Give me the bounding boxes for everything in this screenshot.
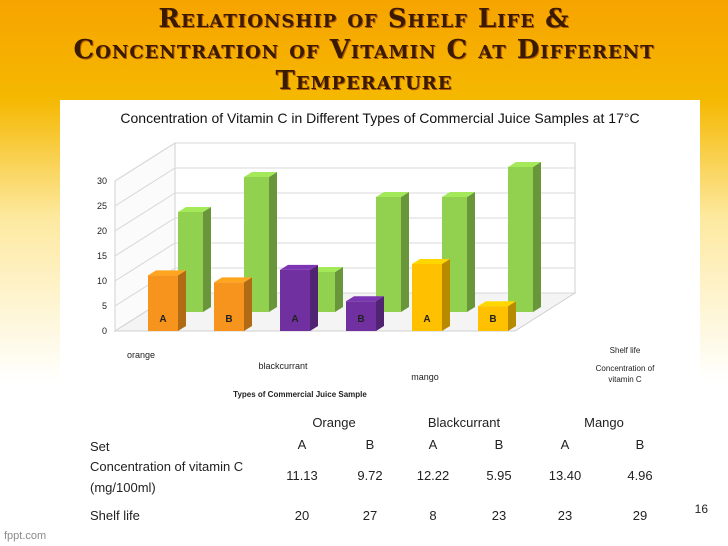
table-row: Shelf life 20 27 8 23 23 29 bbox=[84, 506, 684, 528]
table-cell: A bbox=[428, 437, 438, 452]
table-row-label: Concentration of vitamin C (mg/100ml) bbox=[90, 459, 244, 495]
table-cell: B bbox=[494, 437, 504, 452]
slide-title-line: Relationship of Shelf Life & bbox=[158, 4, 570, 34]
gridline bbox=[114, 142, 575, 182]
table-row: Set A B A B A B bbox=[84, 434, 684, 456]
shelf-life-bar-side bbox=[335, 267, 343, 312]
shelf-life-bar-side bbox=[269, 172, 277, 312]
bar-set-label: B bbox=[225, 314, 232, 325]
vitamin-c-bar-top bbox=[214, 277, 252, 283]
table-group-header: Orange bbox=[312, 415, 356, 430]
x-category-label: mango bbox=[411, 372, 439, 382]
table-cell: 5.95 bbox=[486, 468, 512, 483]
shelf-life-bar-top bbox=[178, 207, 211, 212]
table-cell: 9.72 bbox=[357, 468, 383, 483]
y-tick-label: 10 bbox=[97, 276, 107, 286]
legend-line: vitamin C bbox=[608, 375, 642, 384]
table-cell: B bbox=[365, 437, 375, 452]
table-cell: B bbox=[635, 437, 645, 452]
table-cell: A bbox=[560, 437, 570, 452]
table-cell: 20 bbox=[294, 508, 310, 523]
bar-set-label: B bbox=[489, 314, 496, 325]
x-category-label: orange bbox=[127, 350, 155, 360]
gridline bbox=[114, 217, 575, 257]
vitamin-c-bar-side bbox=[508, 301, 516, 331]
table-group-row: Orange Blackcurrant Mango bbox=[84, 412, 684, 434]
slide-title: Relationship of Shelf Life & Concentrati… bbox=[10, 4, 718, 97]
shelf-life-bar-top bbox=[508, 162, 541, 167]
gridline bbox=[114, 167, 575, 207]
gridline bbox=[114, 242, 575, 282]
vitamin-c-bar-side bbox=[244, 277, 252, 331]
legend-shelf-life: Shelf life bbox=[610, 346, 641, 355]
legend-line: Concentration of bbox=[596, 364, 655, 373]
y-tick-label: 30 bbox=[97, 176, 107, 186]
table-cell: 8 bbox=[429, 508, 437, 523]
x-axis-title: Types of Commercial Juice Sample bbox=[233, 390, 367, 399]
shelf-life-bar-top bbox=[442, 192, 475, 197]
table-cell: 12.22 bbox=[416, 468, 450, 483]
bar-set-label: A bbox=[291, 314, 298, 325]
table-group-header: Mango bbox=[584, 415, 624, 430]
vitamin-c-bar-top bbox=[478, 301, 516, 307]
y-tick-label: 25 bbox=[97, 201, 107, 211]
legend-vitamin-c: Concentration of vitamin C bbox=[596, 364, 655, 384]
vitamin-c-bar bbox=[412, 264, 442, 331]
slide-title-line: Concentration of Vitamin C at Different bbox=[73, 35, 655, 65]
page-number: 16 bbox=[694, 502, 708, 516]
shelf-life-bar-top bbox=[244, 172, 277, 177]
vitamin-c-bar-side bbox=[178, 270, 186, 331]
table-group-header: Blackcurrant bbox=[427, 415, 501, 430]
table-cell: 27 bbox=[362, 508, 378, 523]
y-tick-label: 0 bbox=[102, 326, 107, 336]
vitamin-c-bar-side bbox=[310, 264, 318, 331]
data-table: Orange Blackcurrant Mango Set A B A B A … bbox=[84, 412, 684, 528]
y-tick-label: 20 bbox=[97, 226, 107, 236]
slide-title-line: Temperature bbox=[275, 66, 453, 96]
shelf-life-bar-top bbox=[310, 267, 343, 272]
shelf-life-bar-side bbox=[467, 192, 475, 312]
vitamin-c-bar-top bbox=[412, 259, 450, 264]
table-cell: 29 bbox=[632, 508, 648, 523]
vitamin-c-bar bbox=[148, 275, 178, 331]
vitamin-c-bar-top bbox=[280, 264, 318, 270]
y-tick-label: 15 bbox=[97, 251, 107, 261]
table-cell: 11.13 bbox=[286, 468, 318, 483]
table-row: Concentration of vitamin C (mg/100ml) 11… bbox=[84, 456, 684, 506]
table-cell: 23 bbox=[491, 508, 507, 523]
gridline bbox=[114, 192, 575, 232]
vitamin-c-bar-top bbox=[346, 296, 384, 302]
bar-set-label: A bbox=[423, 314, 430, 325]
vitamin-c-bar bbox=[346, 301, 376, 331]
shelf-life-bar-top bbox=[376, 192, 409, 197]
vitamin-c-bar bbox=[280, 269, 310, 331]
bar-set-label: B bbox=[357, 314, 364, 325]
bar-set-label: A bbox=[159, 314, 166, 325]
x-category-label: blackcurrant bbox=[258, 361, 308, 371]
watermark: fppt.com bbox=[4, 530, 47, 542]
vitamin-c-bar bbox=[478, 306, 508, 331]
chart-panel: Concentration of Vitamin C in Different … bbox=[60, 100, 700, 405]
table-row-label: Set bbox=[90, 439, 110, 454]
shelf-life-bar-side bbox=[401, 192, 409, 312]
vitamin-c-bar-top bbox=[148, 270, 186, 276]
shelf-life-bar-side bbox=[533, 162, 541, 312]
table-row-label: Shelf life bbox=[90, 508, 140, 523]
table-cell: 23 bbox=[557, 508, 573, 523]
table-cell: A bbox=[297, 437, 307, 452]
shelf-life-bar bbox=[508, 167, 533, 312]
table-cell: 13.40 bbox=[548, 468, 582, 483]
vitamin-c-bar-side bbox=[376, 296, 384, 331]
vitamin-c-bar-side bbox=[442, 259, 450, 331]
chart-title: Concentration of Vitamin C in Different … bbox=[120, 110, 640, 126]
table-cell: 4.96 bbox=[627, 468, 653, 483]
shelf-life-bar-side bbox=[203, 207, 211, 312]
vitamin-c-bar bbox=[214, 282, 244, 331]
y-tick-label: 5 bbox=[102, 301, 107, 311]
shelf-life-bar bbox=[376, 197, 401, 312]
